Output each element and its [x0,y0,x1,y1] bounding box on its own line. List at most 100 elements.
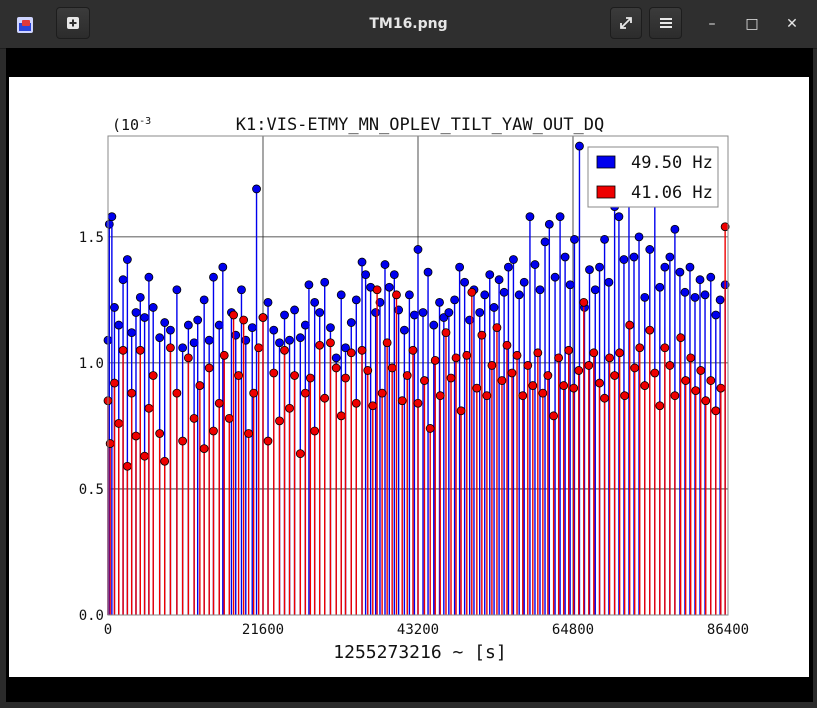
stem-marker [144,403,154,413]
stem-marker [600,393,609,403]
stem-marker [535,285,545,295]
minimize-button[interactable]: – [700,12,724,36]
stem-marker [384,282,394,292]
stem-marker [357,257,367,267]
stem-marker [346,348,356,358]
stem-marker [413,245,423,254]
stem-marker [585,265,594,275]
stem-marker [530,260,540,269]
stem-marker [549,411,559,421]
stem-marker [389,270,399,280]
stem-marker [614,212,624,222]
stem-marker [380,260,390,269]
stem-marker [610,371,620,380]
stem-marker [408,345,418,355]
stem-marker [135,345,145,355]
stem-marker [310,297,320,307]
stem-marker [533,348,543,358]
stem-marker [720,222,730,232]
stem-marker [604,277,614,287]
stem-marker [155,429,165,438]
stem-marker [634,232,644,242]
stem-marker [550,272,560,282]
stem-marker [600,234,609,244]
plot-svg: 0 21600 43200 64800 86400 0.0 0.5 1.0 1.5 K1:VI… [79,115,749,663]
stem-marker [249,388,259,398]
stem-marker [209,272,218,282]
stem-marker [695,275,705,285]
stem-marker [331,353,341,363]
stem-marker [269,368,279,378]
stem-marker [224,413,234,423]
stem-marker [711,310,721,320]
stem-marker [690,292,700,302]
stem-marker [711,406,721,416]
stem-marker [560,252,570,262]
stem-marker [435,391,445,401]
stem-marker [285,403,294,413]
stem-marker [540,237,550,247]
legend-swatch [596,155,616,169]
stem-marker [346,318,356,327]
stem-marker [105,439,115,448]
stem-marker [584,361,594,370]
stem-marker [118,275,128,285]
stem-marker [148,371,158,380]
stem-marker [247,323,257,333]
legend-label: 41.06 Hz [631,183,713,203]
image-viewer-app-icon [17,17,33,33]
stem-marker [110,303,119,312]
y-tick-labels: 0.0 0.5 1.0 1.5 [79,230,104,624]
stem-marker [706,272,716,282]
stem-marker [570,234,579,244]
stem-marker [275,416,284,426]
stem-marker [555,212,565,222]
stem-marker [336,411,346,421]
stem-marker [172,388,182,398]
stem-marker [467,287,477,297]
stem-marker [371,308,381,317]
stem-marker [193,315,203,325]
hamburger-icon [659,18,672,28]
stem-marker [114,418,124,428]
stem-marker [361,270,371,280]
stem-marker [482,391,492,401]
y-exponent-label: (10-3 [112,116,151,134]
stem-marker [254,343,264,353]
stem-marker [523,361,533,370]
stem-marker [263,436,273,446]
stem-marker [429,320,439,330]
maximize-icon: □ [745,16,759,32]
minimize-icon: – [708,16,716,32]
window-title: TM16.png [369,16,448,32]
stem-marker [326,338,335,348]
plot-frame [107,135,729,616]
stem-marker [425,424,435,433]
stem-marker [189,413,199,423]
stem-marker [512,350,522,360]
stem-marker [589,348,599,358]
fullscreen-button[interactable] [610,7,642,39]
stem-marker [619,255,629,264]
stem-marker [460,277,470,287]
menu-button[interactable] [649,7,682,39]
y-tick-label: 1.0 [79,356,104,372]
stem-marker [691,386,701,396]
stem-marker [629,252,639,262]
stem-marker [357,345,367,355]
stem-marker [497,376,507,385]
stem-marker [295,333,305,343]
stem-marker [696,366,706,375]
stem-marker [595,262,604,272]
new-tab-button[interactable] [56,7,90,39]
y-tick-label: 0.0 [79,608,104,624]
stem-marker [660,343,670,353]
stem-marker [715,295,725,305]
close-button[interactable]: ✕ [780,12,804,36]
stem-marker [315,308,325,317]
maximize-button[interactable]: □ [740,12,764,36]
stem-marker [258,313,268,322]
stem-marker [280,310,289,320]
stem-marker [620,391,630,401]
stem-marker [160,456,170,466]
